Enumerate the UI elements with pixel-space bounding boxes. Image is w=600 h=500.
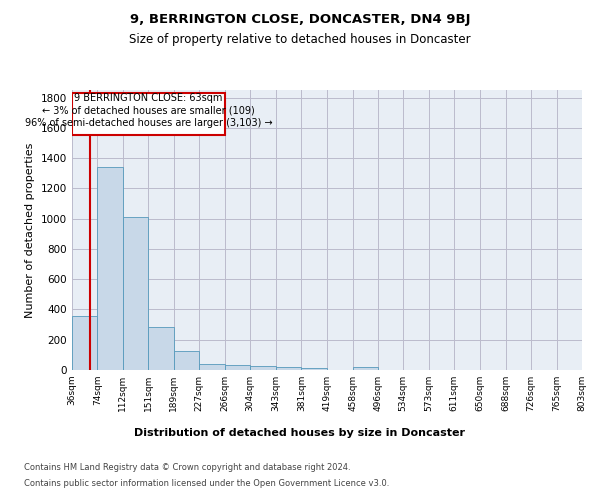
Bar [276, 368, 301, 370]
Text: ← 3% of detached houses are smaller (109): ← 3% of detached houses are smaller (109… [42, 106, 255, 116]
Bar [97, 167, 122, 370]
Bar [250, 366, 276, 370]
Text: Distribution of detached houses by size in Doncaster: Distribution of detached houses by size … [134, 428, 466, 438]
Bar [174, 351, 199, 370]
Bar [148, 327, 174, 370]
Bar [72, 93, 225, 134]
Bar [353, 368, 378, 370]
Bar [301, 368, 326, 370]
Bar [199, 364, 225, 370]
Bar [225, 365, 250, 370]
Text: 9 BERRINGTON CLOSE: 63sqm: 9 BERRINGTON CLOSE: 63sqm [74, 94, 223, 104]
Bar [72, 316, 97, 370]
Text: Contains HM Land Registry data © Crown copyright and database right 2024.: Contains HM Land Registry data © Crown c… [24, 462, 350, 471]
Text: Size of property relative to detached houses in Doncaster: Size of property relative to detached ho… [129, 32, 471, 46]
Text: 9, BERRINGTON CLOSE, DONCASTER, DN4 9BJ: 9, BERRINGTON CLOSE, DONCASTER, DN4 9BJ [130, 12, 470, 26]
Y-axis label: Number of detached properties: Number of detached properties [25, 142, 35, 318]
Bar [122, 217, 148, 370]
Text: Contains public sector information licensed under the Open Government Licence v3: Contains public sector information licen… [24, 479, 389, 488]
Text: 96% of semi-detached houses are larger (3,103) →: 96% of semi-detached houses are larger (… [25, 118, 272, 128]
